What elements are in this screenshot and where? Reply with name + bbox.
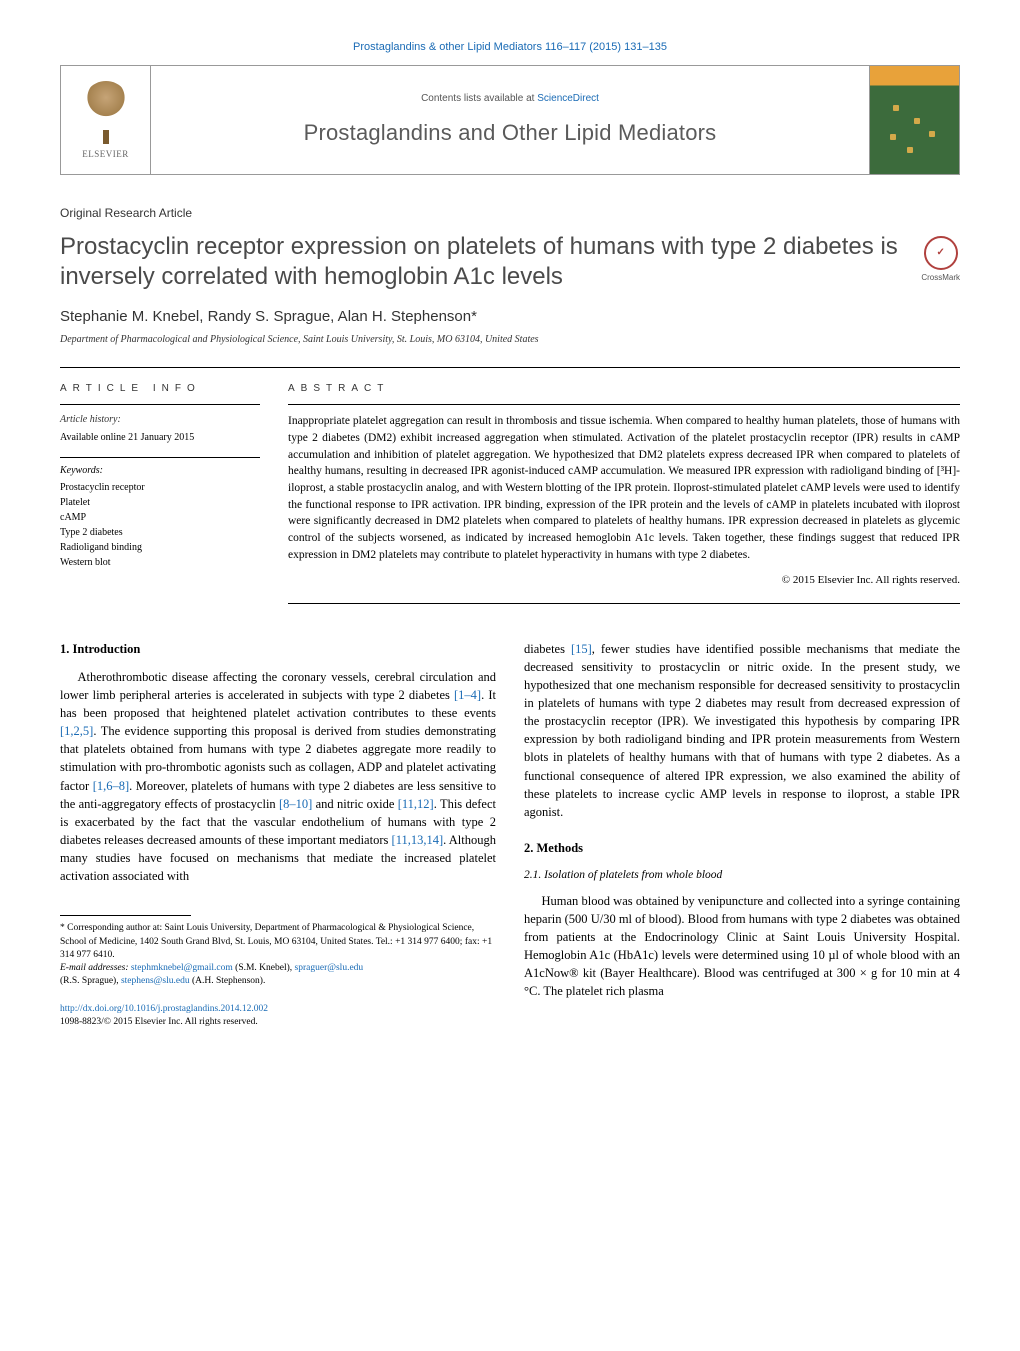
methods-subheading: 2.1. Isolation of platelets from whole b… [524,867,960,884]
methods-paragraph: Human blood was obtained by venipuncture… [524,892,960,1001]
corresponding-footnote: * Corresponding author at: Saint Louis U… [60,922,496,988]
abstract-column: ABSTRACT Inappropriate platelet aggregat… [288,368,960,603]
history-text: Available online 21 January 2015 [60,431,260,445]
keyword: Prostacyclin receptor [60,480,260,495]
elsevier-tree-icon [81,81,131,136]
keyword: Type 2 diabetes [60,525,260,540]
affiliation: Department of Pharmacological and Physio… [60,333,960,347]
article-info-column: ARTICLE INFO Article history: Available … [60,368,260,603]
contents-available-line: Contents lists available at ScienceDirec… [421,92,599,106]
abstract-text: Inappropriate platelet aggregation can r… [288,413,960,563]
journal-header-box: ELSEVIER Contents lists available at Sci… [60,65,960,175]
methods-heading: 2. Methods [524,839,960,857]
keywords-list: Prostacyclin receptor Platelet cAMP Type… [60,480,260,570]
ref-link[interactable]: [1,6–8] [93,779,129,793]
corr-author-text: * Corresponding author at: Saint Louis U… [60,922,496,962]
doi-link[interactable]: http://dx.doi.org/10.1016/j.prostaglandi… [60,1004,268,1014]
crossmark-icon: ✓ [924,236,958,270]
doi-block: http://dx.doi.org/10.1016/j.prostaglandi… [60,1003,496,1030]
journal-name: Prostaglandins and Other Lipid Mediators [304,118,717,149]
abstract-label: ABSTRACT [288,382,960,396]
article-type: Original Research Article [60,205,960,222]
journal-header-center: Contents lists available at ScienceDirec… [151,66,869,174]
keyword: Western blot [60,555,260,570]
intro-heading: 1. Introduction [60,640,496,658]
keyword: cAMP [60,510,260,525]
journal-cover-thumb [869,66,959,174]
crossmark-badge[interactable]: ✓ CrossMark [921,236,960,283]
ref-link[interactable]: [15] [571,642,592,656]
email-link[interactable]: stephens@slu.edu [121,976,190,986]
running-head: Prostaglandins & other Lipid Mediators 1… [60,40,960,55]
abstract-copyright: © 2015 Elsevier Inc. All rights reserved… [288,573,960,588]
article-title: Prostacyclin receptor expression on plat… [60,232,901,292]
sciencedirect-link[interactable]: ScienceDirect [537,93,599,104]
ref-link[interactable]: [1,2,5] [60,724,93,738]
issn-copyright: 1098-8823/© 2015 Elsevier Inc. All right… [60,1017,258,1027]
ref-link[interactable]: [8–10] [279,797,312,811]
keyword: Platelet [60,495,260,510]
keyword: Radioligand binding [60,540,260,555]
ref-link[interactable]: [11,13,14] [392,833,444,847]
ref-link[interactable]: [1–4] [454,688,481,702]
ref-link[interactable]: [11,12] [398,797,434,811]
email-link[interactable]: stephmknebel@gmail.com [131,963,233,973]
history-label: Article history: [60,413,260,427]
body-column-left: 1. Introduction Atherothrombotic disease… [60,640,496,1030]
authors: Stephanie M. Knebel, Randy S. Sprague, A… [60,306,960,327]
email-link[interactable]: spraguer@slu.edu [295,963,364,973]
publisher-label: ELSEVIER [82,148,129,161]
intro-paragraph: Atherothrombotic disease affecting the c… [60,668,496,886]
keywords-label: Keywords: [60,464,260,478]
article-info-label: ARTICLE INFO [60,382,260,396]
publisher-logo: ELSEVIER [61,66,151,174]
contents-prefix: Contents lists available at [421,93,537,104]
intro-continuation: diabetes [15], fewer studies have identi… [524,640,960,821]
body-column-right: diabetes [15], fewer studies have identi… [524,640,960,1030]
corr-emails: E-mail addresses: stephmknebel@gmail.com… [60,962,496,989]
crossmark-label: CrossMark [921,272,960,283]
